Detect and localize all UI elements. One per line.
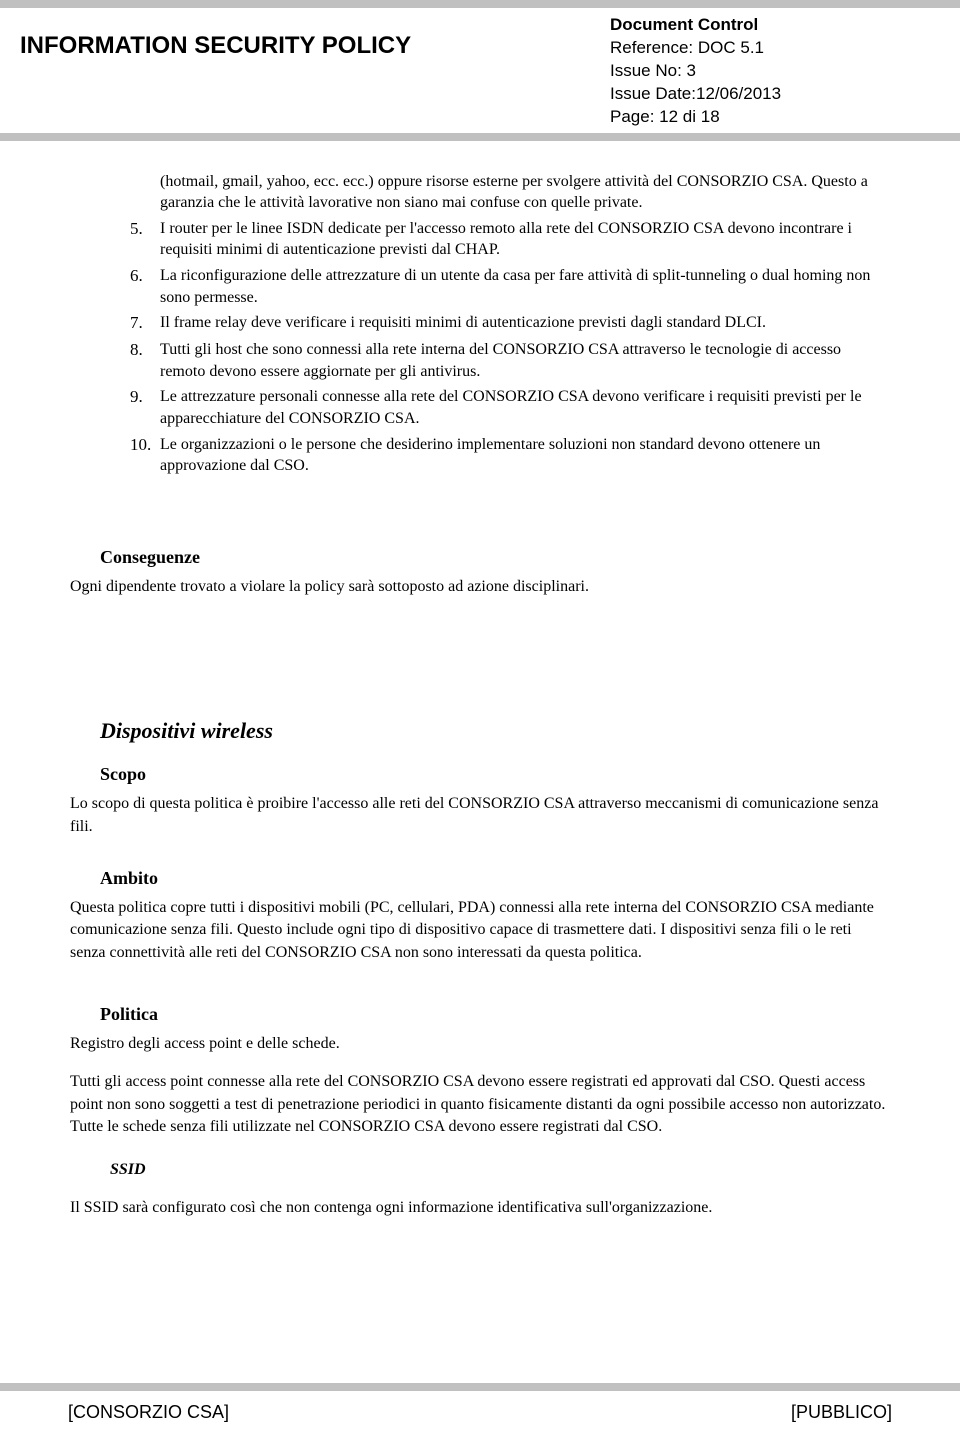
politica-body-1: Registro degli access point e delle sche… <box>70 1033 890 1055</box>
list-item: 8. Tutti gli host che sono connessi alla… <box>130 339 880 382</box>
list-num: 6. <box>130 265 160 308</box>
list-text: Le organizzazioni o le persone che desid… <box>160 434 880 477</box>
list-num: 10. <box>130 434 160 477</box>
header-bottom-bar <box>0 133 960 141</box>
list-item: 9. Le attrezzature personali connesse al… <box>130 386 880 429</box>
ssid-heading: SSID <box>110 1161 890 1179</box>
list-text: Tutti gli host che sono connessi alla re… <box>160 339 880 382</box>
conseguenze-body: Ogni dipendente trovato a violare la pol… <box>70 576 890 598</box>
doc-control: Document Control Reference: DOC 5.1 Issu… <box>610 14 940 129</box>
content-area: (hotmail, gmail, yahoo, ecc. ecc.) oppur… <box>0 141 960 1219</box>
list-num: 7. <box>130 312 160 335</box>
footer: [CONSORZIO CSA] [PUBBLICO] <box>0 1402 960 1423</box>
footer-right: [PUBBLICO] <box>791 1402 892 1423</box>
list-item: 7. Il frame relay deve verificare i requ… <box>130 312 880 335</box>
list-text: (hotmail, gmail, yahoo, ecc. ecc.) oppur… <box>160 171 880 214</box>
ssid-body: Il SSID sarà configurato così che non co… <box>70 1197 890 1219</box>
list-item: 6. La riconfigurazione delle attrezzatur… <box>130 265 880 308</box>
politica-body-2: Tutti gli access point connesse alla ret… <box>70 1071 890 1138</box>
list-item: 5. I router per le linee ISDN dedicate p… <box>130 218 880 261</box>
conseguenze-heading: Conseguenze <box>100 547 890 568</box>
doc-reference: Reference: DOC 5.1 <box>610 37 940 60</box>
scopo-heading: Scopo <box>100 764 890 785</box>
doc-issue-date: Issue Date:12/06/2013 <box>610 83 940 106</box>
doc-control-label: Document Control <box>610 14 940 37</box>
doc-title: INFORMATION SECURITY POLICY <box>20 14 610 129</box>
doc-issue-no: Issue No: 3 <box>610 60 940 83</box>
list-text: I router per le linee ISDN dedicate per … <box>160 218 880 261</box>
list-num: 8. <box>130 339 160 382</box>
footer-left: [CONSORZIO CSA] <box>68 1402 229 1423</box>
header-row: INFORMATION SECURITY POLICY Document Con… <box>0 8 960 129</box>
list-text: Le attrezzature personali connesse alla … <box>160 386 880 429</box>
politica-heading: Politica <box>100 1004 890 1025</box>
doc-page: Page: 12 di 18 <box>610 106 940 129</box>
header-top-bar <box>0 0 960 8</box>
scopo-body: Lo scopo di questa politica è proibire l… <box>70 793 890 838</box>
list-item: (hotmail, gmail, yahoo, ecc. ecc.) oppur… <box>130 171 880 214</box>
numbered-list: (hotmail, gmail, yahoo, ecc. ecc.) oppur… <box>130 171 880 477</box>
ambito-body: Questa politica copre tutti i dispositiv… <box>70 897 890 964</box>
list-num: 5. <box>130 218 160 261</box>
list-num <box>130 171 160 214</box>
dispositivi-heading: Dispositivi wireless <box>100 718 890 744</box>
footer-bar <box>0 1383 960 1391</box>
list-text: La riconfigurazione delle attrezzature d… <box>160 265 880 308</box>
ambito-heading: Ambito <box>100 868 890 889</box>
list-item: 10. Le organizzazioni o le persone che d… <box>130 434 880 477</box>
list-num: 9. <box>130 386 160 429</box>
list-text: Il frame relay deve verificare i requisi… <box>160 312 880 335</box>
